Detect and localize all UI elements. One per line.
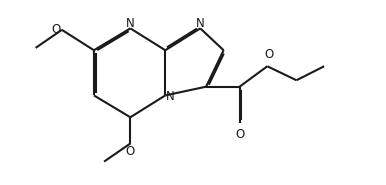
Text: N: N <box>166 90 175 103</box>
Text: O: O <box>126 145 135 158</box>
Text: O: O <box>51 23 60 36</box>
Text: N: N <box>126 17 135 30</box>
Text: O: O <box>264 48 273 61</box>
Text: O: O <box>235 128 244 141</box>
Text: N: N <box>196 17 205 30</box>
